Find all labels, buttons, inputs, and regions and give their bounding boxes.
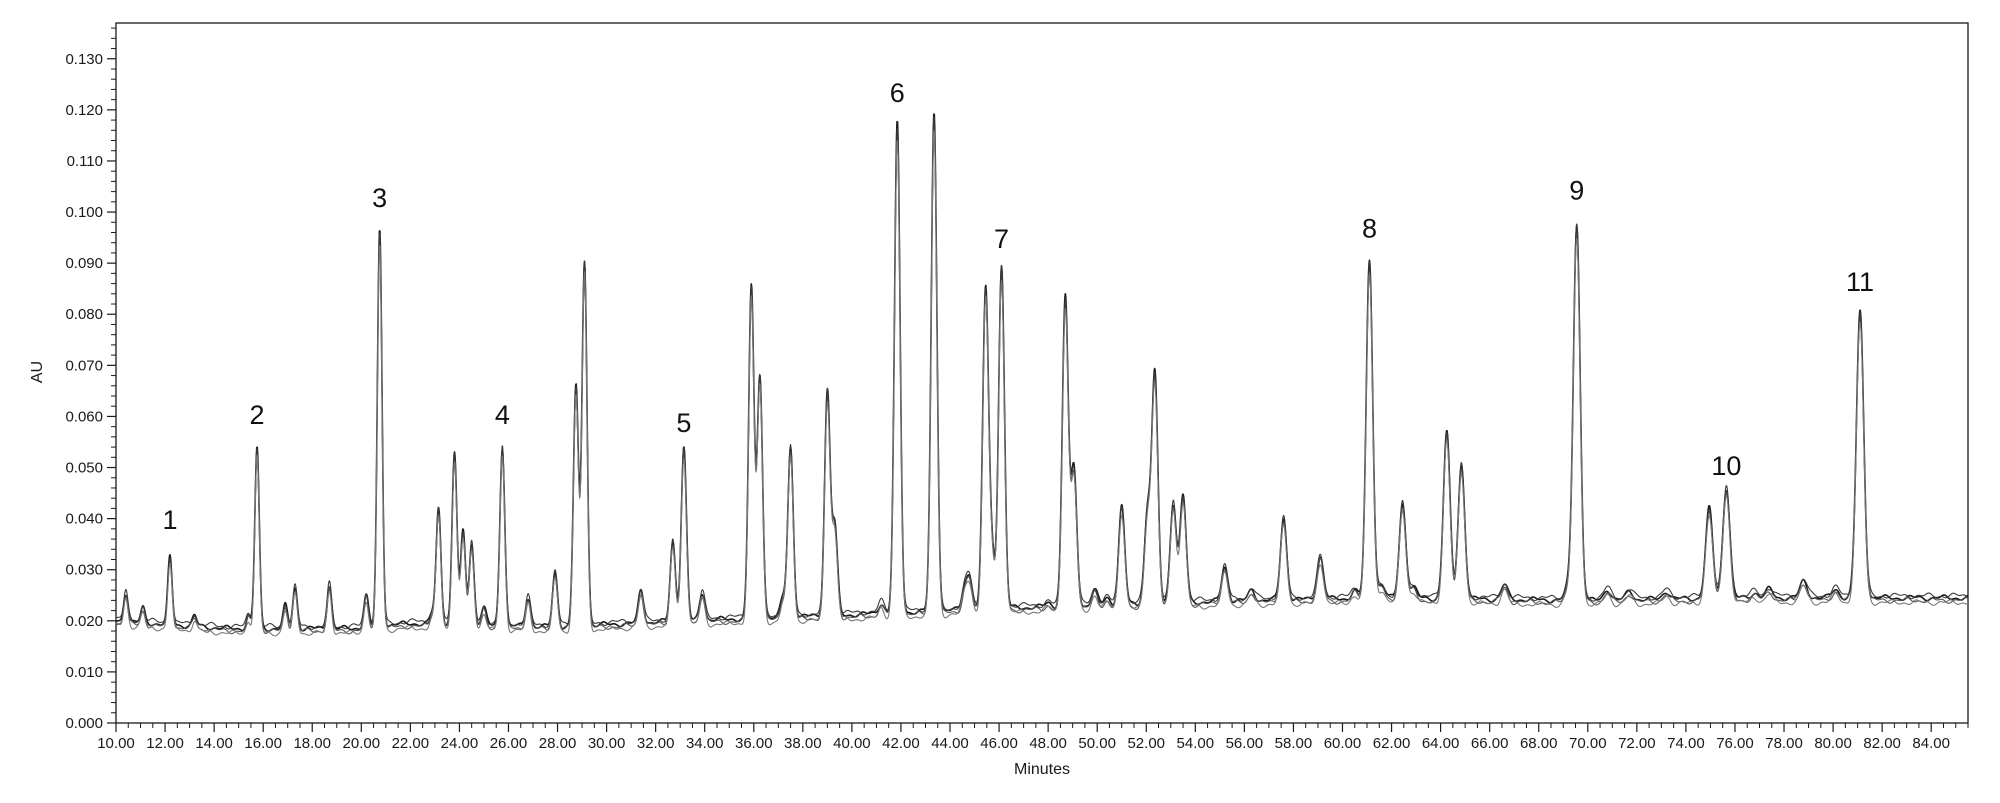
y-tick-label: 0.050 [65,460,103,477]
x-tick-label: 56.00 [1226,735,1264,752]
peak-number-label: 7 [994,224,1009,254]
chromatogram-trace [115,113,1969,632]
peak-annotations: 1 2 3 4 5 6 7 8 9 10 11 [162,78,1874,535]
peak-number-label: 10 [1711,451,1741,481]
x-tick-label: 26.00 [490,735,528,752]
x-tick-label: 24.00 [441,735,479,752]
x-tick-label: 64.00 [1422,735,1460,752]
peak-number-label: 5 [676,408,691,438]
y-tick-label: 0.080 [65,306,103,323]
x-tick-label: 10.00 [97,735,135,752]
y-tick-label: 0.030 [65,562,103,579]
y-tick-label: 0.090 [65,255,103,272]
chromatogram-trace [115,130,1969,637]
peak-number-label: 6 [890,78,905,108]
x-tick-label: 70.00 [1569,735,1607,752]
peak-number-label: 1 [162,505,177,535]
x-tick-label: 30.00 [588,735,626,752]
peak-number-label: 9 [1569,175,1584,205]
y-tick-label: 0.100 [65,204,103,221]
peak-number-label: 2 [250,400,265,430]
x-tick-label: 76.00 [1716,735,1754,752]
peak-number-label: 3 [372,183,387,213]
x-tick-label: 72.00 [1618,735,1656,752]
x-tick-label: 60.00 [1324,735,1362,752]
peak-number-label: 8 [1362,214,1377,244]
x-tick-label: 20.00 [343,735,381,752]
y-tick-label: 0.070 [65,357,103,374]
y-axis-title: AU [29,361,46,383]
x-tick-label: 44.00 [931,735,969,752]
x-tick-label: 58.00 [1275,735,1313,752]
x-tick-label: 46.00 [980,735,1018,752]
x-tick-label: 12.00 [146,735,184,752]
x-tick-label: 54.00 [1177,735,1215,752]
x-tick-label: 32.00 [637,735,675,752]
x-tick-label: 68.00 [1520,735,1558,752]
x-tick-label: 38.00 [784,735,822,752]
chromatogram-traces [115,113,1969,637]
x-tick-label: 78.00 [1765,735,1803,752]
x-tick-label: 82.00 [1863,735,1901,752]
x-tick-label: 66.00 [1471,735,1509,752]
y-tick-label: 0.040 [65,511,103,528]
x-tick-label: 48.00 [1029,735,1067,752]
x-tick-label: 14.00 [195,735,233,752]
x-tick-label: 52.00 [1127,735,1165,752]
x-tick-label: 28.00 [539,735,577,752]
y-tick-label: 0.020 [65,613,103,630]
x-tick-label: 50.00 [1078,735,1116,752]
x-tick-label: 84.00 [1912,735,1950,752]
y-tick-label: 0.120 [65,102,103,119]
x-tick-label: 80.00 [1814,735,1852,752]
x-tick-label: 62.00 [1373,735,1411,752]
x-tick-label: 42.00 [882,735,920,752]
x-tick-label: 40.00 [833,735,871,752]
plot-frame [115,22,1969,724]
x-tick-label: 74.00 [1667,735,1705,752]
x-tick-label: 16.00 [244,735,282,752]
y-tick-label: 0.060 [65,408,103,425]
peak-number-label: 11 [1846,267,1874,297]
y-tick-label: 0.130 [65,51,103,68]
x-tick-label: 34.00 [686,735,724,752]
y-tick-label: 0.010 [65,664,103,681]
x-tick-label: 18.00 [293,735,331,752]
y-axis: 0.000 0.010 0.020 0.030 0.040 0.050 0.060 0.070… [65,27,116,732]
x-tick-label: 22.00 [392,735,430,752]
x-axis-title: Minutes [1014,761,1070,778]
peak-number-label: 4 [495,400,510,430]
x-tick-label: 36.00 [735,735,773,752]
x-axis: 10.00 12.00 14.00 16.00 18.00 20.00 22.00 24.00… [97,723,1969,752]
y-tick-label: 0.000 [65,715,103,732]
chromatogram-trace [115,116,1969,630]
y-tick-label: 0.110 [67,153,103,170]
